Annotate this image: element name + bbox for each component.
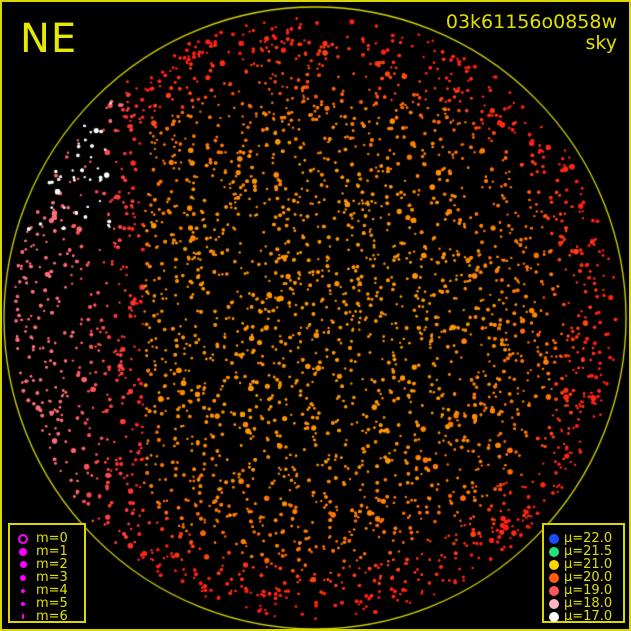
magnitude-marker-icon (18, 533, 28, 544)
magnitude-legend-item: m=1 (10, 545, 84, 558)
brightness-legend-label: μ=21.0 (564, 557, 613, 572)
magnitude-marker-icon (20, 574, 26, 581)
brightness-legend-label: μ=18.0 (564, 596, 613, 611)
color-swatch-icon (549, 598, 559, 609)
magnitude-legend-item: m=0 (10, 532, 84, 545)
magnitude-legend-label: m=6 (36, 609, 68, 624)
magnitude-legend-label: m=1 (36, 544, 68, 559)
magnitude-legend-label: m=2 (36, 557, 68, 572)
image-type: sky (585, 32, 617, 54)
brightness-legend-label: μ=20.0 (564, 570, 613, 585)
image-id: 03k61156o0858w (445, 11, 617, 33)
color-swatch-icon (549, 533, 559, 544)
magnitude-legend-item: m=3 (10, 571, 84, 584)
magnitude-legend-item: m=2 (10, 558, 84, 571)
color-swatch-icon (549, 559, 559, 570)
brightness-legend-label: μ=19.0 (564, 583, 613, 598)
brightness-legend-label: μ=22.0 (564, 531, 613, 546)
magnitude-marker-icon (22, 614, 24, 619)
brightness-legend-label: μ=21.5 (564, 544, 613, 559)
brightness-legend-item: μ=20.0 (544, 571, 623, 584)
brightness-legend-item: μ=18.0 (544, 597, 623, 610)
magnitude-marker-icon (21, 588, 25, 593)
brightness-legend-item: μ=21.5 (544, 545, 623, 558)
color-swatch-icon (549, 572, 559, 583)
magnitude-legend-item: m=4 (10, 584, 84, 597)
magnitude-marker-icon (19, 561, 27, 568)
magnitude-legend: m=0 m=1 m=2 m=3 m=4 m=5 m=6 (8, 523, 86, 623)
image-id-block: 03k61156o0858w sky (446, 12, 617, 54)
magnitude-legend-label: m=3 (36, 570, 68, 585)
magnitude-legend-item: m=6 (10, 610, 84, 623)
brightness-legend-item: μ=19.0 (544, 584, 623, 597)
color-swatch-icon (549, 585, 559, 596)
magnitude-legend-item: m=5 (10, 597, 84, 610)
brightness-legend-item: μ=22.0 (544, 532, 623, 545)
brightness-legend: μ=22.0 μ=21.5 μ=21.0 μ=20.0 μ=19.0 μ=18.0 μ=17… (542, 523, 625, 623)
magnitude-legend-label: m=4 (36, 583, 68, 598)
brightness-legend-item: μ=21.0 (544, 558, 623, 571)
brightness-legend-label: μ=17.0 (564, 609, 613, 624)
direction-label: NE (20, 16, 78, 62)
color-swatch-icon (549, 611, 559, 622)
color-swatch-icon (549, 546, 559, 557)
magnitude-marker-icon (19, 547, 27, 556)
magnitude-legend-label: m=5 (36, 596, 68, 611)
magnitude-marker-icon (21, 601, 25, 606)
brightness-legend-item: μ=17.0 (544, 610, 623, 623)
magnitude-legend-label: m=0 (36, 531, 68, 546)
